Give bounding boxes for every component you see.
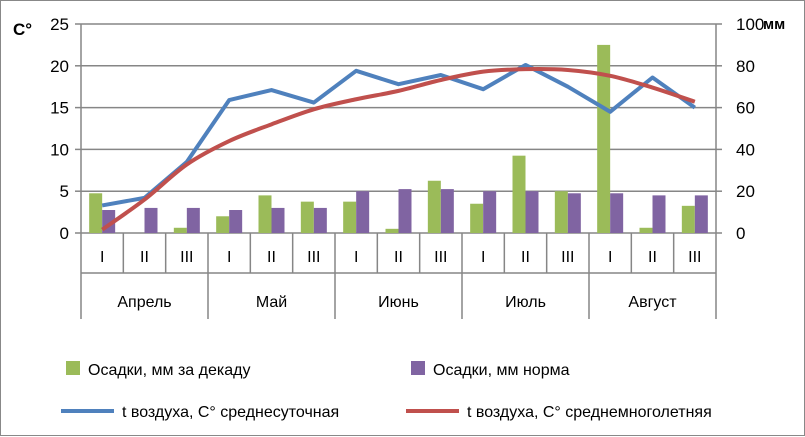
bar-precip-decade	[385, 228, 399, 233]
right-tick-label: 80	[736, 57, 755, 76]
month-label: Май	[256, 294, 287, 311]
left-tick-label: 20	[50, 57, 69, 76]
bar-precip-decade	[300, 201, 314, 233]
bar-precip-decade	[681, 205, 695, 233]
legend-swatch	[411, 361, 425, 375]
decade-label: I	[481, 249, 485, 266]
right-tick-label: 20	[736, 182, 755, 201]
bar-precip-norm	[567, 193, 581, 233]
bar-precip-decade	[597, 44, 611, 234]
left-tick-label: 15	[50, 99, 69, 118]
decade-label: I	[100, 249, 104, 266]
right-tick-label: 0	[736, 224, 745, 243]
right-tick-label: 100	[736, 15, 764, 34]
decade-label: II	[521, 249, 530, 266]
bar-precip-norm	[610, 193, 624, 233]
month-label: Июнь	[378, 294, 419, 311]
decade-label: III	[688, 249, 701, 266]
left-tick-label: 10	[50, 140, 69, 159]
left-axis-label: C°	[13, 20, 32, 39]
bar-precip-decade	[343, 201, 357, 233]
bar-precip-norm	[271, 207, 285, 233]
line-temp-daily	[101, 62, 696, 208]
bar-precip-norm	[440, 189, 454, 233]
decade-label: II	[267, 249, 276, 266]
bar-precip-norm	[483, 191, 497, 233]
bar-precip-decade	[512, 155, 526, 233]
right-tick-label: 40	[736, 140, 755, 159]
decade-label: I	[227, 249, 231, 266]
left-tick-label: 25	[50, 15, 69, 34]
bar-precip-norm	[525, 191, 539, 233]
decade-label: II	[140, 249, 149, 266]
bar-precip-norm	[694, 195, 708, 233]
right-axis-label: мм	[763, 16, 785, 33]
decade-label: III	[180, 249, 193, 266]
bar-precip-norm	[398, 189, 412, 233]
decade-label: II	[394, 249, 403, 266]
decade-label: III	[434, 249, 447, 266]
decade-label: II	[648, 249, 657, 266]
bar-precip-decade	[173, 227, 187, 233]
legend-label: Осадки, мм норма	[433, 362, 570, 379]
bar-precip-norm	[356, 191, 370, 233]
legend-label: t воздуха, C° среднесуточная	[122, 404, 339, 421]
left-tick-label: 5	[60, 182, 69, 201]
line-temp-longterm	[101, 66, 696, 232]
decade-label: I	[354, 249, 358, 266]
month-label: Август	[628, 294, 677, 311]
bar-precip-norm	[313, 207, 327, 233]
right-tick-label: 60	[736, 99, 755, 118]
legend-label: t воздуха, C° среднемноголетняя	[467, 404, 712, 421]
bar-precip-decade	[470, 203, 484, 233]
bar-precip-norm	[144, 207, 158, 233]
legend-swatch	[66, 361, 80, 375]
bar-precip-decade	[89, 193, 103, 233]
decade-label: III	[561, 249, 574, 266]
bar-precip-norm	[229, 210, 243, 233]
decade-label: III	[307, 249, 320, 266]
decade-label: I	[608, 249, 612, 266]
month-label: Июль	[505, 294, 546, 311]
left-tick-label: 0	[60, 224, 69, 243]
bar-precip-decade	[639, 227, 653, 233]
bar-precip-norm	[186, 207, 200, 233]
bar-precip-decade	[554, 191, 568, 233]
bar-precip-decade	[216, 216, 230, 233]
legend-label: Осадки, мм за декаду	[88, 362, 250, 379]
bar-precip-decade	[427, 180, 441, 233]
bar-precip-decade	[258, 195, 272, 233]
bar-precip-norm	[652, 195, 666, 233]
month-label: Апрель	[117, 294, 171, 311]
